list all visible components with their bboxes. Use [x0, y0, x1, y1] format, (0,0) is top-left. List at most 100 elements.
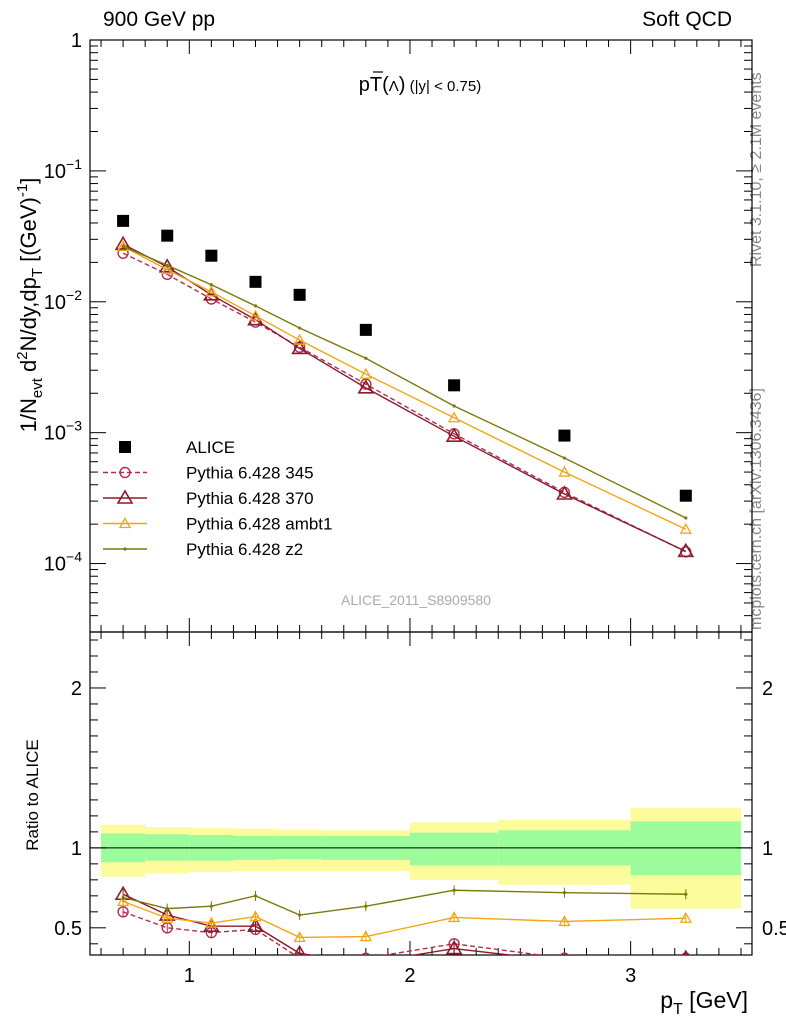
- data-point: [117, 247, 129, 259]
- ratio-y-tick-label: 0.5: [54, 918, 82, 940]
- data-point: [121, 244, 125, 248]
- legend-marker: [123, 547, 127, 551]
- ratio-point: [247, 917, 264, 933]
- data-point: [291, 339, 309, 355]
- ratio-y-axis-title: Ratio to ALICE: [23, 739, 42, 851]
- ratio-point: [365, 954, 367, 955]
- legend-marker: [116, 489, 134, 504]
- ratio-point: [563, 952, 566, 955]
- ratio-point: [165, 907, 169, 911]
- ratio-point: [298, 913, 302, 917]
- ratio-point: [293, 931, 306, 943]
- ratio-point: [679, 911, 692, 923]
- chart-title: pT(Λ) (|y| < 0.75): [359, 74, 481, 96]
- data-point: [448, 379, 461, 392]
- ratio-point: [116, 895, 130, 907]
- data-point: [253, 304, 258, 308]
- ratio-point: [364, 904, 368, 908]
- data-point: [293, 288, 306, 301]
- legend-marker: [119, 466, 131, 479]
- ratio-y-tick-label: 2: [71, 678, 82, 700]
- header-right: Soft QCD: [642, 8, 732, 31]
- ratio-series-line: [122, 889, 686, 916]
- data-point: [298, 326, 302, 330]
- ratio-point: [445, 940, 463, 955]
- ratio-point: [121, 895, 125, 900]
- data-point: [445, 427, 463, 442]
- ratio-point: [205, 916, 218, 928]
- data-point: [249, 275, 262, 288]
- legend-marker: [119, 441, 131, 453]
- x-tick-label: 1: [184, 965, 195, 987]
- series-line: [122, 245, 687, 530]
- ratio-frame: [89, 631, 753, 956]
- data-point: [558, 429, 571, 442]
- ratio-point: [684, 892, 688, 896]
- legend-label: Pythia 6.428 z2: [186, 540, 303, 559]
- legend-label: Pythia 6.428 370: [186, 489, 314, 508]
- ratio-point: [361, 952, 371, 955]
- ratio-point: [293, 944, 306, 955]
- data-point: [558, 465, 571, 477]
- data-point: [116, 240, 130, 252]
- data-point: [556, 485, 573, 500]
- ratio-point: [558, 915, 571, 927]
- data-point: [114, 235, 132, 251]
- data-point: [359, 323, 372, 336]
- data-point: [452, 404, 456, 408]
- ratio-point: [161, 911, 174, 923]
- ratio-point: [447, 911, 461, 923]
- x-tick-label: 3: [625, 965, 636, 987]
- ratio-point: [249, 910, 262, 922]
- series-line: [122, 243, 687, 552]
- y-tick-label: 10−4: [44, 549, 82, 576]
- legend-label: Pythia 6.428 ambt1: [186, 515, 332, 534]
- ratio-y-tick-label-right: 1: [762, 838, 773, 860]
- x-axis-title: pT [GeV]: [660, 987, 748, 1018]
- ratio-point: [359, 930, 372, 942]
- series-line: [122, 252, 687, 553]
- analysis-watermark: ALICE_2011_S8909580: [341, 592, 491, 608]
- ratio-series-group: [114, 885, 692, 955]
- data-point: [562, 456, 567, 460]
- data-point: [684, 516, 688, 520]
- ratio-y-tick-label: 1: [71, 838, 82, 860]
- data-point: [158, 258, 176, 273]
- data-point: [205, 249, 218, 262]
- y-axis-title: 1/Nevt d2N/dy,dpT [(GeV)-1]: [14, 178, 46, 433]
- legend-label: ALICE: [186, 438, 235, 457]
- y-tick-label: 10−1: [44, 156, 82, 183]
- data-point: [161, 263, 174, 275]
- x-tick-label: 2: [404, 965, 415, 987]
- data-point: [293, 333, 306, 345]
- ratio-point: [117, 906, 129, 918]
- ratio-point: [562, 891, 567, 895]
- y-tick-label: 1: [71, 30, 82, 52]
- data-point: [364, 356, 368, 360]
- header-left: 900 GeV pp: [103, 8, 216, 31]
- legend-marker: [118, 517, 132, 529]
- data-point: [205, 285, 218, 297]
- data-point: [209, 283, 213, 287]
- ratio-point: [253, 894, 258, 898]
- data-point: [161, 229, 174, 242]
- data-point: [247, 311, 264, 326]
- data-point: [447, 411, 461, 423]
- data-point: [117, 214, 130, 227]
- y-tick-label: 10−3: [44, 418, 82, 445]
- data-point: [679, 522, 692, 534]
- ratio-y-tick-label-right: 0.5: [762, 918, 786, 940]
- y-tick-label: 10−2: [44, 287, 82, 314]
- ratio-series-line: [122, 911, 546, 955]
- legend-label: Pythia 6.428 345: [186, 464, 314, 483]
- ratio-point: [209, 904, 213, 908]
- data-point: [165, 263, 169, 267]
- ratio-band-inner: [409, 832, 499, 866]
- data-point: [249, 309, 262, 321]
- data-point: [359, 367, 372, 379]
- ratio-y-tick-label-right: 2: [762, 678, 773, 700]
- ratio-point: [452, 888, 456, 892]
- data-point: [357, 379, 375, 394]
- data-point: [677, 542, 695, 558]
